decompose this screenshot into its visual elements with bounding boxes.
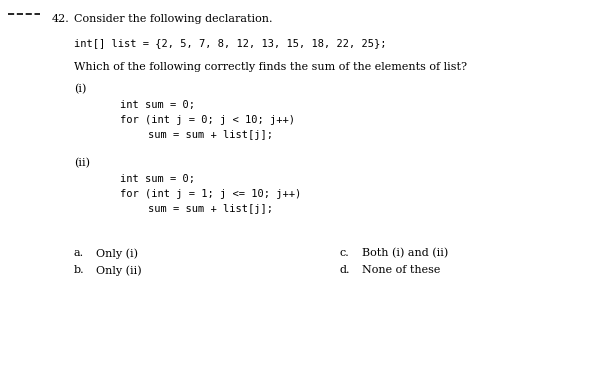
Text: sum = sum + list[j];: sum = sum + list[j]; [148,130,273,140]
Text: int sum = 0;: int sum = 0; [120,100,195,110]
Text: int sum = 0;: int sum = 0; [120,174,195,184]
Text: Both (i) and (ii): Both (i) and (ii) [362,248,448,258]
Text: b.: b. [74,265,85,275]
Text: Which of the following correctly finds the sum of the elements of list?: Which of the following correctly finds t… [74,62,467,72]
Text: Only (ii): Only (ii) [96,265,142,276]
Text: c.: c. [340,248,350,258]
Text: for (int j = 1; j <= 10; j++): for (int j = 1; j <= 10; j++) [120,189,301,199]
Text: Consider the following declaration.: Consider the following declaration. [74,14,272,24]
Text: None of these: None of these [362,265,440,275]
Text: 42.: 42. [52,14,70,24]
Text: sum = sum + list[j];: sum = sum + list[j]; [148,204,273,214]
Text: d.: d. [340,265,350,275]
Text: Only (i): Only (i) [96,248,138,259]
Text: for (int j = 0; j < 10; j++): for (int j = 0; j < 10; j++) [120,115,295,125]
Text: a.: a. [74,248,84,258]
Text: (ii): (ii) [74,158,90,168]
Text: int[] list = {2, 5, 7, 8, 12, 13, 15, 18, 22, 25};: int[] list = {2, 5, 7, 8, 12, 13, 15, 18… [74,38,387,48]
Text: (i): (i) [74,84,86,94]
